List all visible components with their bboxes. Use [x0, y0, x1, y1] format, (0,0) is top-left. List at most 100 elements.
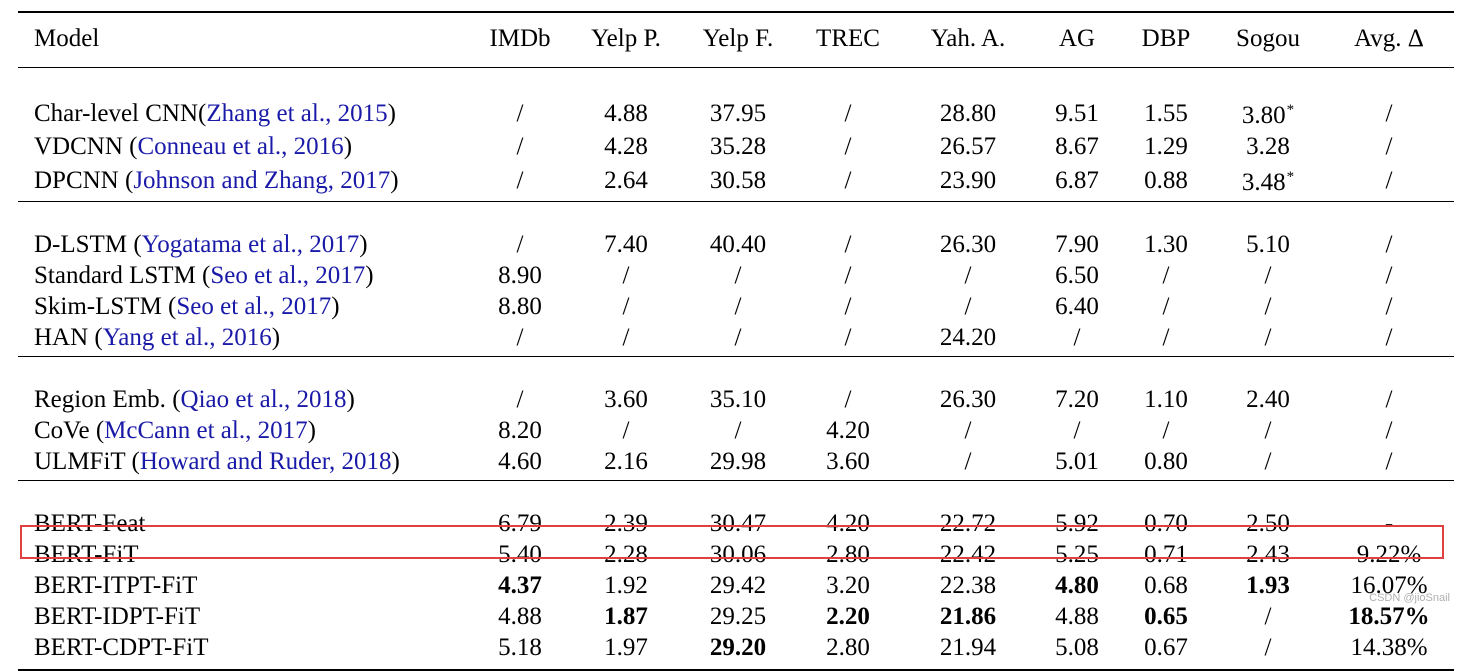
model-label: Region Emb.: [34, 386, 173, 413]
value-cell: 22.38: [902, 570, 1034, 601]
value-cell: /: [1324, 322, 1454, 353]
value-cell: 29.25: [682, 601, 794, 632]
cite-open: (: [94, 324, 103, 351]
value: 35.28: [709, 133, 767, 160]
cite-close: ): [271, 324, 281, 351]
value-cell: 1.97: [570, 632, 682, 663]
cite-open: (: [172, 386, 181, 413]
value: 7.40: [604, 231, 648, 258]
value: /: [516, 386, 524, 413]
value-cell: 1.10: [1120, 384, 1212, 415]
value: /: [964, 262, 972, 289]
value-cell: /: [1212, 446, 1324, 477]
value: 2.80: [826, 634, 870, 661]
header-5: AG: [1058, 25, 1096, 52]
value-cell: 4.80: [1034, 570, 1120, 601]
value: 26.30: [939, 231, 997, 258]
value: 30.58: [709, 166, 767, 194]
value-cell: /: [794, 384, 902, 415]
header-model: Model: [34, 25, 100, 52]
value: 30.47: [709, 510, 767, 537]
value: 26.30: [939, 386, 997, 413]
value: 4.80: [1055, 572, 1099, 599]
citation-link[interactable]: Howard and Ruder, 2018: [139, 448, 392, 475]
value-cell: /: [1212, 291, 1324, 322]
citation-link[interactable]: Seo et al., 2017: [210, 262, 366, 289]
value: 4.60: [498, 448, 542, 475]
value-cell: 0.70: [1120, 508, 1212, 539]
value-cell: /: [1324, 260, 1454, 291]
value: /: [844, 133, 852, 160]
footnote-mark: *: [1286, 102, 1295, 118]
model-name: Standard LSTM (Seo et al., 2017): [18, 260, 470, 291]
value: 0.67: [1144, 634, 1188, 661]
value-cell: 26.30: [902, 384, 1034, 415]
value-cell: /: [1324, 95, 1454, 131]
value: 5.92: [1055, 510, 1099, 537]
citation-link[interactable]: Qiao et al., 2018: [180, 386, 347, 413]
value: 8.20: [498, 417, 542, 444]
value-cell: 40.40: [682, 229, 794, 260]
citation-link[interactable]: Johnson and Zhang, 2017: [133, 166, 391, 194]
model-label: BERT-Feat: [34, 510, 146, 537]
value-cell: 2.28: [570, 539, 682, 570]
value-cell: 30.58: [682, 162, 794, 198]
header-row: Model IMDb Yelp P. Yelp F. TREC Yah. A. AG DBP S…: [18, 14, 1454, 64]
citation-link[interactable]: Yogatama et al., 2017: [141, 231, 360, 258]
model-label: VDCNN: [34, 133, 130, 160]
citation-link[interactable]: Conneau et al., 2016: [137, 133, 344, 160]
group-separator: [18, 64, 1454, 95]
value-cell: 0.65: [1120, 601, 1212, 632]
value: 2.20: [826, 603, 870, 630]
model-name: ULMFiT (Howard and Ruder, 2018): [18, 446, 470, 477]
value-cell: /: [1324, 415, 1454, 446]
value-cell: 5.40: [470, 539, 570, 570]
model-name: BERT-Feat: [18, 508, 470, 539]
value-cell: 30.06: [682, 539, 794, 570]
value: /: [1073, 417, 1081, 444]
value-cell: /: [1034, 322, 1120, 353]
value: /: [964, 417, 972, 444]
table-row: BERT-ITPT-FiT 4.37 1.92 29.42 3.20 22.38 4.80 0…: [18, 570, 1454, 601]
value: 1.10: [1144, 386, 1188, 413]
citation-link[interactable]: Yang et al., 2016: [102, 324, 272, 351]
value-cell: 4.60: [470, 446, 570, 477]
value-cell: /: [1324, 291, 1454, 322]
value: 2.16: [604, 448, 648, 475]
citation-link[interactable]: Zhang et al., 2015: [206, 99, 388, 127]
value: /: [734, 324, 742, 351]
value: 3.28: [1246, 133, 1290, 160]
value: 4.88: [604, 99, 648, 127]
table-row: ULMFiT (Howard and Ruder, 2018) 4.60 2.16 2…: [18, 446, 1454, 477]
value: 1.30: [1144, 231, 1188, 258]
value: 26.57: [939, 133, 997, 160]
model-label: BERT-FiT: [34, 541, 139, 568]
cite-open: (: [95, 417, 105, 444]
citation-link[interactable]: McCann et al., 2017: [104, 417, 308, 444]
value: 1.92: [604, 572, 648, 599]
value-cell: /: [570, 322, 682, 353]
value-cell: 21.86: [902, 601, 1034, 632]
value: /: [1385, 417, 1393, 444]
value: /: [844, 262, 852, 289]
value: 29.42: [709, 572, 767, 599]
value-cell: 8.20: [470, 415, 570, 446]
value-cell: /: [1324, 131, 1454, 162]
value: 22.42: [939, 541, 997, 568]
model-label: D-LSTM: [34, 231, 134, 258]
cite-close: ): [331, 293, 340, 320]
value: 6.79: [498, 510, 542, 537]
value-cell: /: [794, 322, 902, 353]
value-cell: 1.93: [1212, 570, 1324, 601]
citation-link[interactable]: Seo et al., 2017: [176, 293, 332, 320]
table-row: BERT-IDPT-FiT 4.88 1.87 29.25 2.20 21.86 4.88 0…: [18, 601, 1454, 632]
value: 7.90: [1055, 231, 1099, 258]
value-cell: /: [902, 291, 1034, 322]
value: 6.87: [1055, 166, 1099, 194]
value-cell: 2.64: [570, 162, 682, 198]
value-cell: /: [682, 291, 794, 322]
top-rule: [18, 11, 1454, 13]
value: 5.01: [1055, 448, 1099, 475]
value: /: [1385, 99, 1393, 127]
value-cell: 1.29: [1120, 131, 1212, 162]
